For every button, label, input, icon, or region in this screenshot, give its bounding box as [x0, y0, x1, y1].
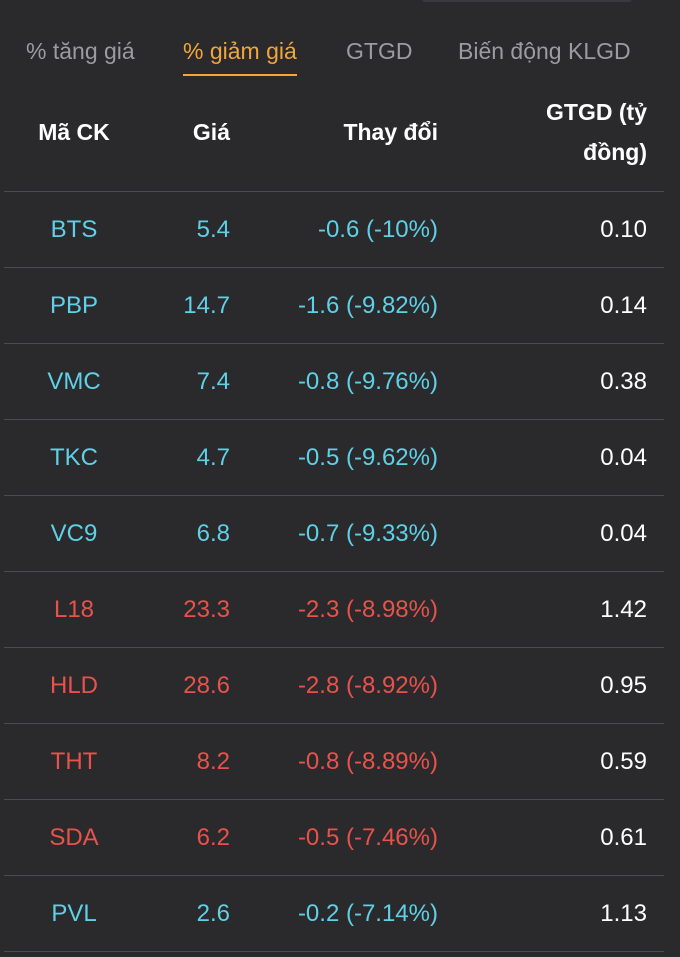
price-cell: 6.2: [196, 824, 230, 851]
price-cell: 5.4: [196, 216, 230, 243]
table-row[interactable]: VC9 6.8 -0.7 (-9.33%) 0.04: [4, 496, 664, 572]
symbol-cell[interactable]: TKC: [50, 444, 98, 471]
table-row[interactable]: HLD 28.6 -2.8 (-8.92%) 0.95: [4, 648, 664, 724]
price-cell: 28.6: [183, 672, 230, 699]
tab-trading-value[interactable]: GTGD: [346, 38, 413, 64]
table-row[interactable]: VMC 7.4 -0.8 (-9.76%) 0.38: [4, 344, 664, 420]
table-row[interactable]: BTS 5.4 -0.6 (-10%) 0.10: [4, 192, 664, 268]
change-cell: -1.6 (-9.82%): [297, 292, 438, 319]
table-row[interactable]: PVL 2.6 -0.2 (-7.14%) 1.13: [4, 876, 664, 952]
change-cell: -0.5 (-7.46%): [297, 824, 438, 851]
symbol-cell[interactable]: SDA: [49, 824, 99, 851]
price-cell: 6.8: [196, 520, 230, 547]
tab-bar: % tăng giá % giảm giá GTGD Biến động KLG…: [0, 38, 680, 78]
symbol-cell[interactable]: L18: [53, 596, 95, 623]
table-header: Mã CK Giá Thay đổi GTGD (tỷ đồng): [4, 92, 664, 192]
value-cell: 1.42: [600, 596, 647, 623]
price-cell: 2.6: [196, 900, 230, 927]
top-handle: [422, 0, 632, 2]
value-cell: 0.38: [600, 368, 647, 395]
table-row[interactable]: SDA 6.2 -0.5 (-7.46%) 0.61: [4, 800, 664, 876]
change-cell: -0.6 (-10%): [317, 216, 438, 243]
price-cell: 8.2: [196, 748, 230, 775]
price-cell: 4.7: [196, 444, 230, 471]
symbol-cell[interactable]: VMC: [47, 368, 101, 395]
tab-top-losers[interactable]: % giảm giá: [183, 38, 297, 76]
table-row[interactable]: PBP 14.7 -1.6 (-9.82%) 0.14: [4, 268, 664, 344]
header-value-line2: đồng): [583, 139, 647, 165]
table-body: BTS 5.4 -0.6 (-10%) 0.10 PBP 14.7 -1.6 (-9.82%…: [4, 192, 664, 952]
value-cell: 0.04: [600, 444, 647, 471]
value-cell: 0.10: [600, 216, 647, 243]
change-cell: -0.8 (-8.89%): [297, 748, 438, 775]
header-value-line1: GTGD (tỷ: [546, 99, 647, 125]
tab-volume-change[interactable]: Biến động KLGD: [458, 38, 631, 64]
table-row[interactable]: L18 23.3 -2.3 (-8.98%) 1.42: [4, 572, 664, 648]
price-cell: 14.7: [183, 292, 230, 319]
change-cell: -2.3 (-8.98%): [297, 596, 438, 623]
symbol-cell[interactable]: HLD: [49, 672, 98, 699]
header-price: Giá: [192, 119, 230, 145]
value-cell: 0.59: [600, 748, 647, 775]
header-change: Thay đổi: [343, 119, 438, 145]
symbol-cell[interactable]: BTS: [50, 216, 98, 243]
value-cell: 1.13: [600, 900, 647, 927]
table-row[interactable]: THT 8.2 -0.8 (-8.89%) 0.59: [4, 724, 664, 800]
symbol-cell[interactable]: PBP: [49, 292, 99, 319]
tab-top-gainers[interactable]: % tăng giá: [26, 38, 135, 64]
change-cell: -2.8 (-8.92%): [297, 672, 438, 699]
symbol-cell[interactable]: VC9: [50, 520, 98, 547]
change-cell: -0.5 (-9.62%): [297, 444, 438, 471]
header-symbol: Mã CK: [38, 119, 110, 145]
price-cell: 7.4: [196, 368, 230, 395]
change-cell: -0.2 (-7.14%): [297, 900, 438, 927]
symbol-cell[interactable]: PVL: [51, 900, 97, 927]
value-cell: 0.04: [600, 520, 647, 547]
change-cell: -0.7 (-9.33%): [297, 520, 438, 547]
value-cell: 0.14: [600, 292, 647, 319]
value-cell: 0.61: [600, 824, 647, 851]
value-cell: 0.95: [600, 672, 647, 699]
symbol-cell[interactable]: THT: [50, 748, 98, 775]
price-cell: 23.3: [183, 596, 230, 623]
header-value: GTGD (tỷ đồng): [484, 92, 647, 172]
table-row[interactable]: TKC 4.7 -0.5 (-9.62%) 0.04: [4, 420, 664, 496]
change-cell: -0.8 (-9.76%): [297, 368, 438, 395]
